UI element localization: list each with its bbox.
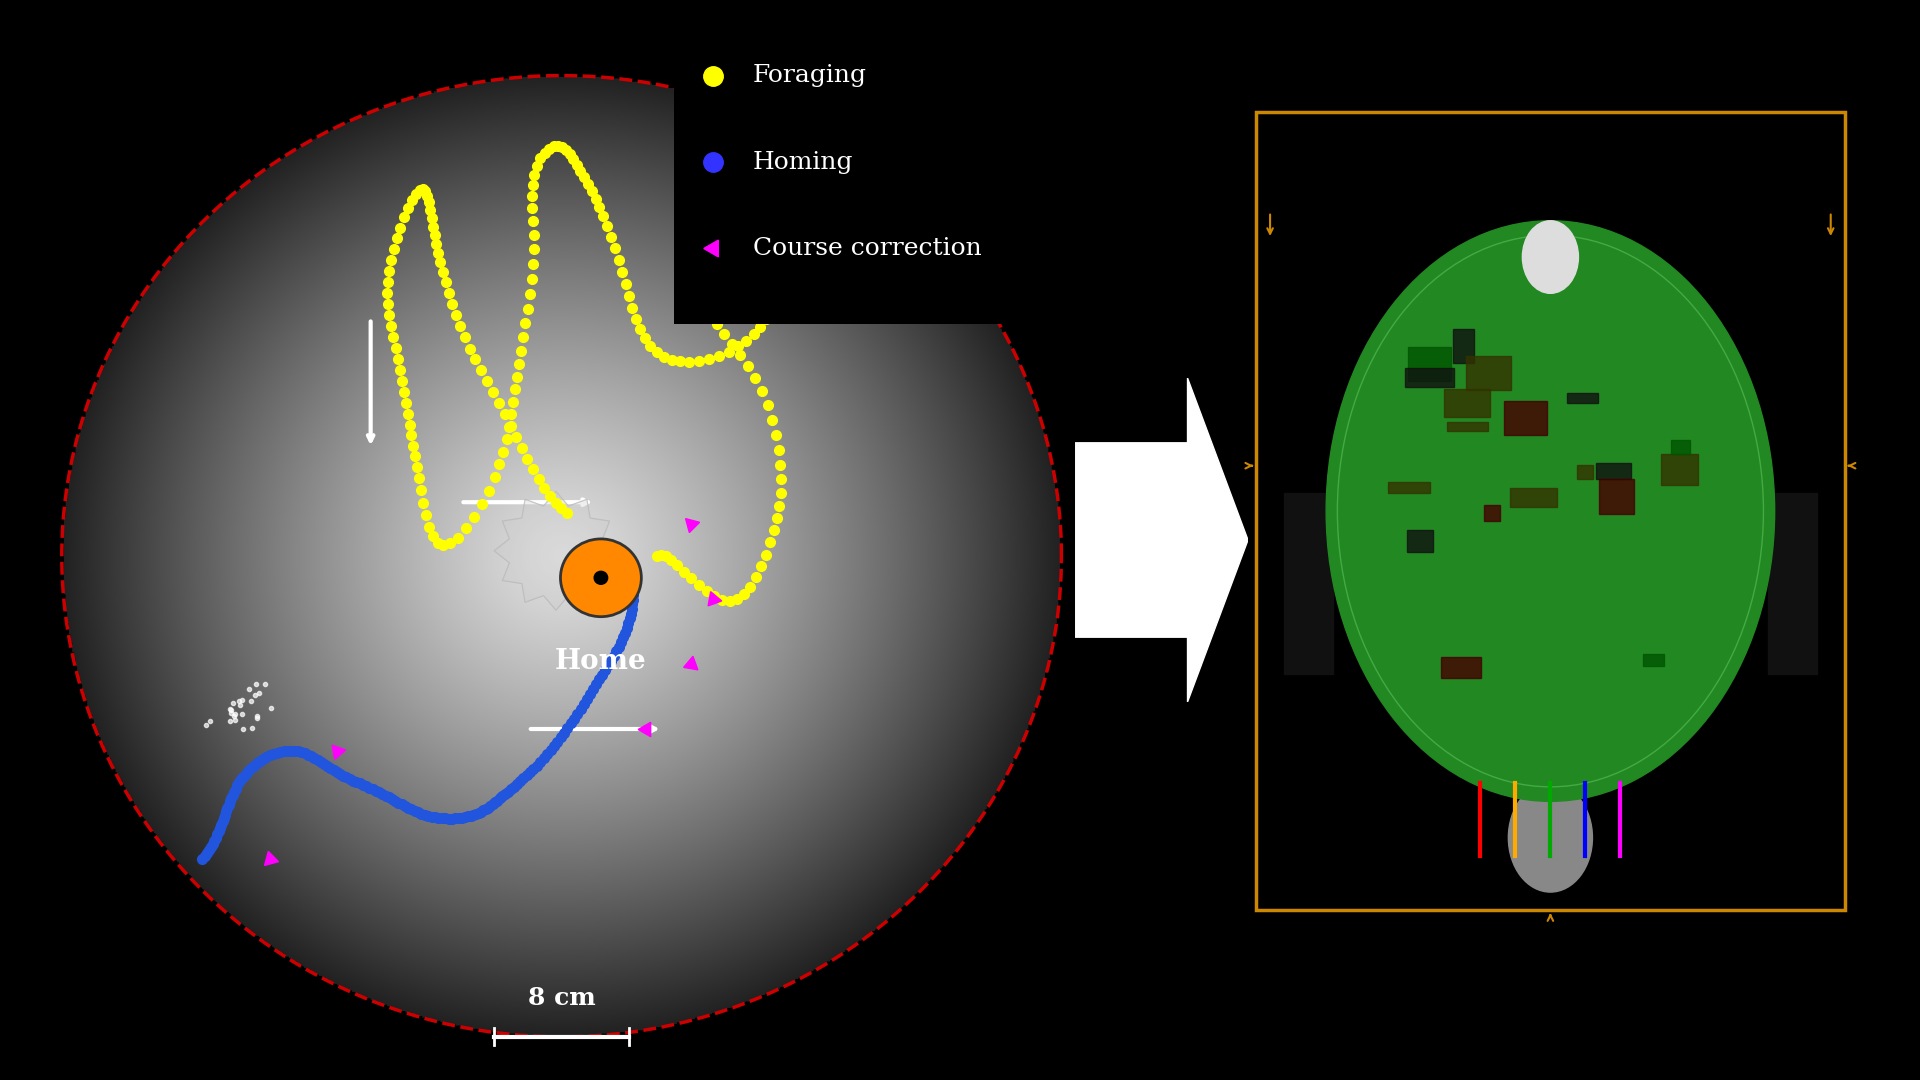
Bar [1768,492,1816,674]
Bar [1442,658,1480,678]
Bar [1284,492,1332,674]
Text: IR
sensors: IR sensors [1213,378,1300,426]
Polygon shape [1075,378,1248,702]
Bar [1448,421,1488,431]
Bar [1388,482,1430,492]
Polygon shape [493,491,618,610]
Bar [1576,465,1594,480]
Circle shape [1523,220,1578,294]
Bar [1407,530,1432,552]
Bar [1670,440,1690,454]
Bar [1596,463,1630,480]
Bar [1444,389,1490,417]
Circle shape [1509,783,1592,892]
Bar [1503,401,1548,435]
Text: Course correction: Course correction [753,237,981,260]
Bar [1599,480,1634,514]
FancyBboxPatch shape [674,11,1123,324]
Bar [1509,488,1557,507]
Text: 8 cm: 8 cm [528,986,595,1010]
Bar [1467,356,1511,390]
Circle shape [593,571,607,584]
Text: Home: Home [555,648,647,675]
Text: Homing: Homing [753,150,852,174]
Bar [1644,654,1665,666]
Bar [1567,393,1597,403]
Circle shape [561,540,639,616]
Bar [1407,348,1452,381]
Bar [1405,368,1453,387]
Circle shape [1327,220,1774,801]
Bar [1256,112,1845,910]
Bar [1661,454,1697,485]
Text: Wheels: Wheels [1509,946,1592,969]
Text: Side view: Side view [1463,121,1638,154]
Text: Foraging: Foraging [753,64,866,87]
Text: LI
sensors: LI sensors [1780,378,1866,426]
Bar [1484,504,1500,522]
Bar [1453,329,1475,363]
